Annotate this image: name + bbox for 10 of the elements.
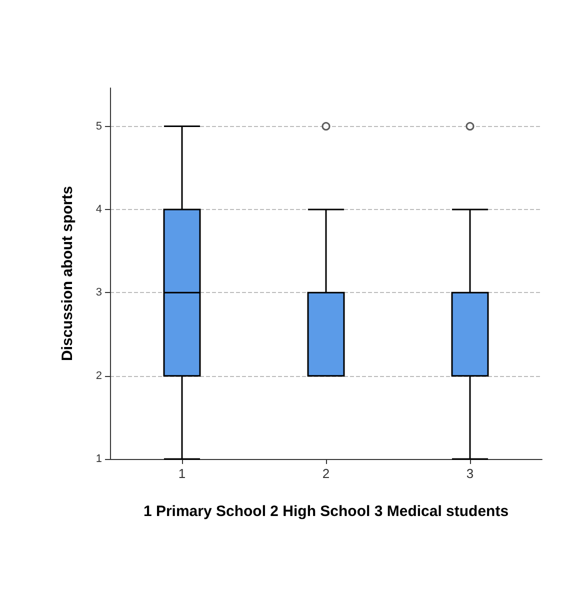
y-tick-label: 5: [96, 120, 102, 132]
x-tick-label: 1: [178, 466, 186, 481]
x-tick-label: 3: [466, 466, 474, 481]
x-axis-title: 1 Primary School 2 High School 3 Medical students: [143, 503, 509, 520]
y-tick-label: 4: [96, 203, 102, 216]
y-tick-label: 3: [96, 286, 102, 299]
x-tick-label: 2: [322, 466, 330, 481]
y-tick-label: 1: [96, 453, 102, 465]
y-axis-title: Discussion about sports: [59, 186, 76, 362]
y-tick-label: 2: [96, 370, 102, 382]
